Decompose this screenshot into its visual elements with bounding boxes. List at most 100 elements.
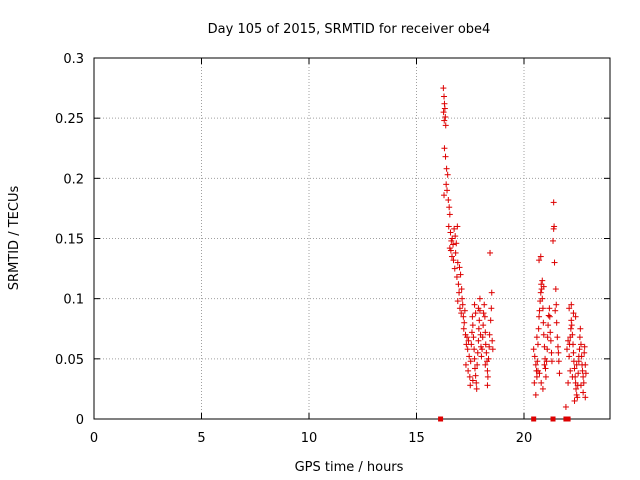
data-point	[471, 346, 478, 353]
y-tick-label: 0.05	[55, 353, 84, 368]
data-point	[484, 373, 491, 380]
data-point	[577, 382, 584, 389]
data-point	[533, 373, 540, 380]
data-point	[531, 353, 538, 360]
data-point	[450, 241, 457, 248]
data-point	[441, 192, 448, 199]
y-axis-label: SRMTID / TECUs	[7, 186, 22, 291]
data-point	[538, 379, 545, 386]
data-point	[453, 274, 460, 281]
data-point	[582, 394, 589, 401]
data-point	[532, 361, 539, 368]
data-point	[469, 313, 476, 320]
data-point	[546, 313, 553, 320]
data-point	[468, 329, 475, 336]
data-point	[450, 257, 457, 264]
data-point	[575, 370, 582, 377]
data-point	[479, 334, 486, 341]
data-point	[469, 322, 476, 329]
data-point	[479, 346, 486, 353]
data-point	[447, 229, 454, 236]
data-point	[471, 355, 478, 362]
data-point	[580, 373, 587, 380]
data-point	[472, 310, 479, 317]
data-point	[473, 385, 480, 392]
data-point	[570, 349, 577, 356]
data-point	[581, 349, 588, 356]
data-point	[442, 153, 449, 160]
data-point	[565, 379, 572, 386]
data-point	[486, 331, 493, 338]
data-point	[458, 310, 465, 317]
data-point	[483, 349, 490, 356]
data-point	[443, 181, 450, 188]
data-point	[486, 343, 493, 350]
data-point	[456, 289, 463, 296]
data-point	[533, 334, 540, 341]
data-point	[536, 307, 543, 314]
data-point	[444, 171, 451, 178]
data-point	[476, 317, 483, 324]
data-point	[539, 295, 546, 302]
data-point	[544, 334, 551, 341]
data-point	[537, 253, 544, 260]
data-point	[568, 322, 575, 329]
data-point	[468, 341, 475, 348]
data-point	[482, 329, 489, 336]
data-point	[573, 385, 580, 392]
data-point	[544, 346, 551, 353]
data-point	[465, 337, 472, 344]
data-point	[540, 331, 547, 338]
data-point	[485, 355, 492, 362]
data-point	[551, 223, 558, 230]
data-point	[534, 358, 541, 365]
data-point	[577, 341, 584, 348]
data-point	[487, 317, 494, 324]
data-point	[550, 199, 557, 206]
data-point	[470, 334, 477, 341]
data-point	[481, 313, 488, 320]
data-point	[448, 253, 455, 260]
data-point	[471, 365, 478, 372]
data-point	[546, 305, 553, 312]
data-point	[536, 257, 543, 264]
data-point	[555, 349, 562, 356]
y-tick-label: 0.15	[55, 233, 84, 248]
x-axis-label: GPS time / hours	[295, 460, 404, 475]
data-point	[542, 365, 549, 372]
data-point	[575, 353, 582, 360]
data-point	[461, 319, 468, 326]
data-point	[489, 337, 496, 344]
y-tick-label: 0.2	[63, 172, 84, 187]
data-point	[566, 305, 573, 312]
data-point	[441, 117, 448, 124]
data-point	[458, 286, 465, 293]
data-point	[445, 196, 452, 203]
y-tick-label: 0.25	[55, 112, 84, 127]
grid	[94, 58, 610, 419]
data-point	[574, 394, 581, 401]
data-point	[565, 337, 572, 344]
tick-labels: 0 0.05 0.1 0.15 0.2 0.25 0.3 0 5 10 15 20	[55, 52, 532, 446]
data-point	[481, 301, 488, 308]
data-point	[551, 259, 558, 266]
data-point	[472, 372, 479, 379]
chart-title: Day 105 of 2015, SRMTID for receiver obe…	[208, 22, 491, 37]
data-point	[556, 370, 563, 377]
data-point	[579, 367, 586, 374]
data-point	[488, 289, 495, 296]
data-point	[440, 109, 447, 116]
data-point	[573, 361, 580, 368]
data-point	[466, 373, 473, 380]
x-tick-label: 0	[90, 431, 98, 446]
data-point	[482, 341, 489, 348]
x-tick-label: 5	[197, 431, 205, 446]
data-point	[534, 341, 541, 348]
data-point	[554, 334, 561, 341]
data-point	[547, 329, 554, 336]
data-point	[474, 361, 481, 368]
data-point	[552, 286, 559, 293]
data-point	[550, 237, 557, 244]
data-point	[552, 307, 559, 314]
data-point	[537, 289, 544, 296]
